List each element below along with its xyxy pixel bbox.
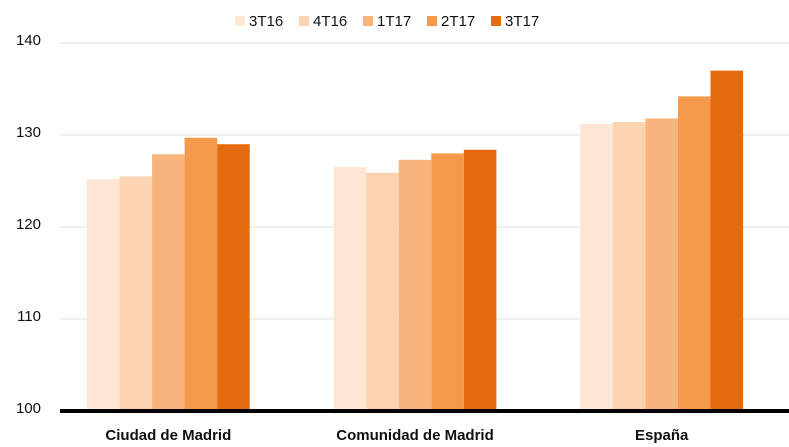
legend-label: 2T17: [441, 13, 475, 30]
bar: [612, 122, 646, 412]
legend-swatch: [491, 16, 501, 26]
bar: [152, 154, 185, 411]
legend-swatch: [427, 16, 437, 26]
bar: [119, 176, 153, 411]
x-tick-label: Ciudad de Madrid: [105, 427, 231, 444]
bar: [217, 144, 250, 411]
bar: [398, 159, 432, 411]
y-tick-label: 130: [16, 124, 41, 141]
legend-label: 3T16: [249, 13, 283, 30]
y-tick-label: 100: [16, 400, 41, 417]
bar: [86, 179, 120, 411]
legend-label: 4T16: [313, 13, 347, 30]
x-tick-label: España: [635, 427, 689, 444]
legend-swatch: [363, 16, 373, 26]
bar: [463, 149, 497, 411]
bar: [677, 96, 711, 412]
bar: [710, 70, 744, 411]
x-tick-label: Comunidad de Madrid: [336, 427, 494, 444]
bar: [184, 137, 218, 411]
bar: [333, 167, 367, 411]
legend-swatch: [235, 16, 245, 26]
legend-label: 1T17: [377, 13, 411, 30]
y-tick-label: 120: [16, 216, 41, 233]
bar: [580, 123, 613, 412]
legend-swatch: [299, 16, 309, 26]
bar: [431, 153, 464, 411]
y-tick-label: 110: [17, 308, 41, 325]
legend-label: 3T17: [505, 13, 539, 30]
bar: [645, 118, 678, 411]
bar: [366, 172, 399, 411]
y-tick-label: 140: [16, 32, 41, 49]
